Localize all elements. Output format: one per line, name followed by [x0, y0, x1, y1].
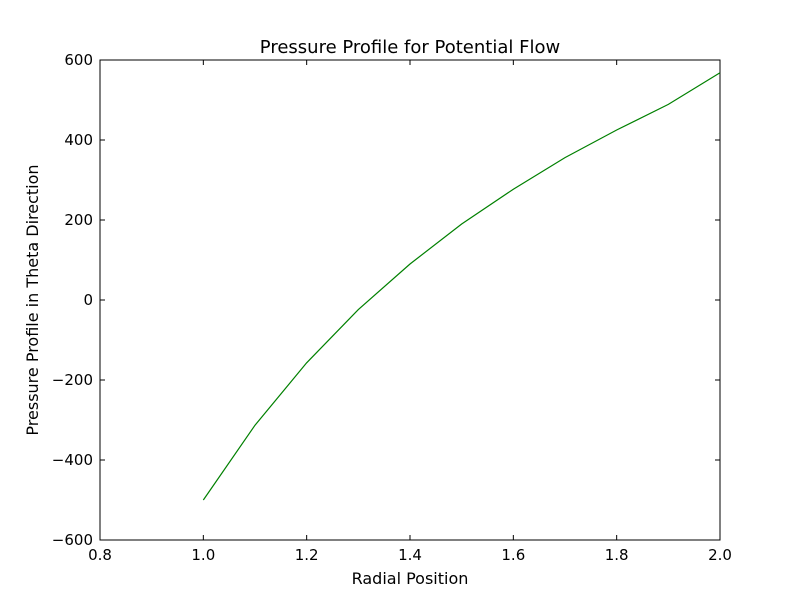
tick-labels: 0.8 1.0 1.2 1.4 1.6 1.8 2.0 −600 −400 −200 0 200 400…: [52, 51, 732, 564]
plot-area: [99, 59, 721, 541]
x-tick-label: 1.6: [501, 546, 525, 564]
x-axis-label: Radial Position: [352, 569, 469, 588]
y-tick-label: 600: [64, 51, 93, 69]
x-tick-label: 1.2: [295, 546, 319, 564]
y-tick-label: −400: [52, 451, 93, 469]
y-axis-label: Pressure Profile in Theta Direction: [23, 164, 42, 435]
series-line: [202, 72, 721, 501]
x-tick-label: 1.8: [605, 546, 629, 564]
x-tick-label: 0.8: [88, 546, 112, 564]
x-tick-label: 1.0: [191, 546, 215, 564]
y-tick-label: 0: [83, 291, 93, 309]
y-tick-label: −200: [52, 371, 93, 389]
x-tick-label: 2.0: [708, 546, 732, 564]
series-group: [202, 72, 721, 501]
chart-title: Pressure Profile for Potential Flow: [260, 37, 560, 58]
y-tick-label: −600: [52, 531, 93, 549]
x-tick-label: 1.4: [398, 546, 422, 564]
y-tick-label: 200: [64, 211, 93, 229]
axis-ticks: [99, 59, 721, 541]
y-tick-label: 400: [64, 131, 93, 149]
